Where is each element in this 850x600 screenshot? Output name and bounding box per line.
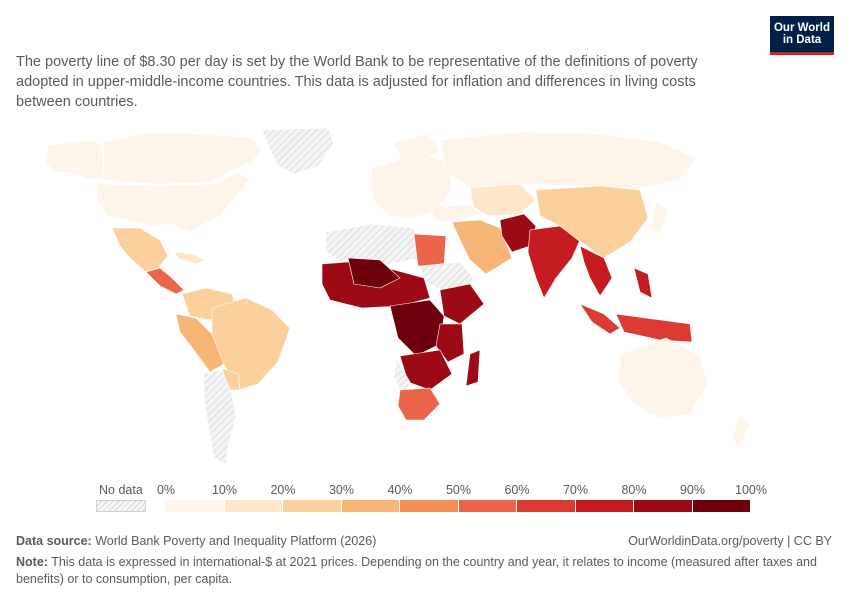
- region-india: [527, 225, 581, 299]
- region-new-zealand: [731, 415, 751, 447]
- region-australia: [617, 337, 709, 419]
- region-caribbean: [173, 251, 207, 265]
- legend-bin-4[interactable]: [400, 500, 459, 512]
- region-brazil: [211, 297, 291, 391]
- legend-bin-7[interactable]: [575, 500, 634, 512]
- legend-bin-2[interactable]: [283, 500, 342, 512]
- legend-tick-label: 70%: [562, 483, 589, 497]
- region-south-africa: [397, 387, 441, 421]
- credit-link[interactable]: OurWorldinData.org/poverty | CC BY: [628, 534, 832, 548]
- legend-bin-3[interactable]: [341, 500, 400, 512]
- region-greenland: [261, 128, 335, 175]
- world-map[interactable]: [0, 128, 850, 473]
- region-canada: [103, 131, 263, 185]
- region-sahel-dark: [347, 257, 401, 289]
- chart-subtitle: The poverty line of $8.30 per day is set…: [16, 54, 698, 110]
- region-north-africa: [325, 223, 421, 267]
- legend-tick-label: 40%: [387, 483, 413, 497]
- region-se-asia: [579, 245, 613, 297]
- region-philippines: [633, 267, 653, 299]
- region-central-america: [145, 267, 185, 295]
- legend-tick-label: 60%: [504, 483, 530, 497]
- owid-logo[interactable]: Our World in Data: [770, 16, 834, 55]
- legend-tick-label: 80%: [621, 483, 647, 497]
- region-horn: [439, 283, 485, 325]
- legend-bin-9[interactable]: [692, 500, 751, 512]
- legend-tick-label: 10%: [211, 483, 238, 497]
- region-japan: [649, 201, 669, 235]
- region-mexico: [111, 227, 169, 273]
- region-egypt: [413, 233, 447, 267]
- legend-tick-label: 90%: [679, 483, 706, 497]
- region-china: [535, 185, 649, 259]
- region-indonesia-east: [615, 313, 693, 343]
- legend-bin-1[interactable]: [224, 500, 283, 512]
- region-scandinavia: [393, 133, 441, 163]
- data-source: Data source: World Bank Poverty and Ineq…: [16, 534, 376, 548]
- region-middle-east: [451, 219, 513, 275]
- region-southern-cone: [203, 369, 237, 465]
- region-turkey: [431, 203, 481, 223]
- data-source-label: Data source:: [16, 534, 92, 548]
- region-indonesia: [579, 303, 621, 335]
- logo-line-2: in Data: [782, 34, 822, 46]
- note-text: This data is expressed in international-…: [16, 555, 817, 586]
- chart-note: Note: This data is expressed in internat…: [16, 554, 826, 588]
- legend-tick-label: 100%: [735, 483, 767, 497]
- legend-tick-label: 20%: [270, 483, 296, 497]
- legend-bin-8[interactable]: [634, 500, 693, 512]
- region-europe: [369, 153, 453, 219]
- logo-line-1: Our World: [773, 22, 830, 34]
- legend-tick-label: 50%: [445, 483, 472, 497]
- region-andes: [175, 313, 225, 373]
- map-legend: No data 0% 10% 20% 30% 40% 50% 60% 70% 80% 90% 100…: [0, 478, 850, 518]
- region-madagascar: [465, 349, 481, 387]
- region-alaska: [45, 139, 105, 181]
- region-central-africa: [389, 299, 445, 357]
- legend-tick-label: 30%: [328, 483, 355, 497]
- legend-bin-6[interactable]: [517, 500, 576, 512]
- region-usa: [95, 171, 251, 233]
- legend-bin-5[interactable]: [458, 500, 517, 512]
- legend-bin-0[interactable]: [166, 500, 225, 512]
- legend-no-data-label: No data: [99, 483, 143, 497]
- note-label: Note:: [16, 555, 48, 569]
- legend-no-data-swatch[interactable]: [96, 500, 146, 512]
- legend-tick-label: 0%: [156, 483, 176, 497]
- region-central-asia: [469, 183, 537, 217]
- region-russia: [439, 131, 697, 189]
- region-east-africa: [435, 323, 465, 363]
- data-source-text[interactable]: World Bank Poverty and Inequality Platfo…: [95, 534, 377, 548]
